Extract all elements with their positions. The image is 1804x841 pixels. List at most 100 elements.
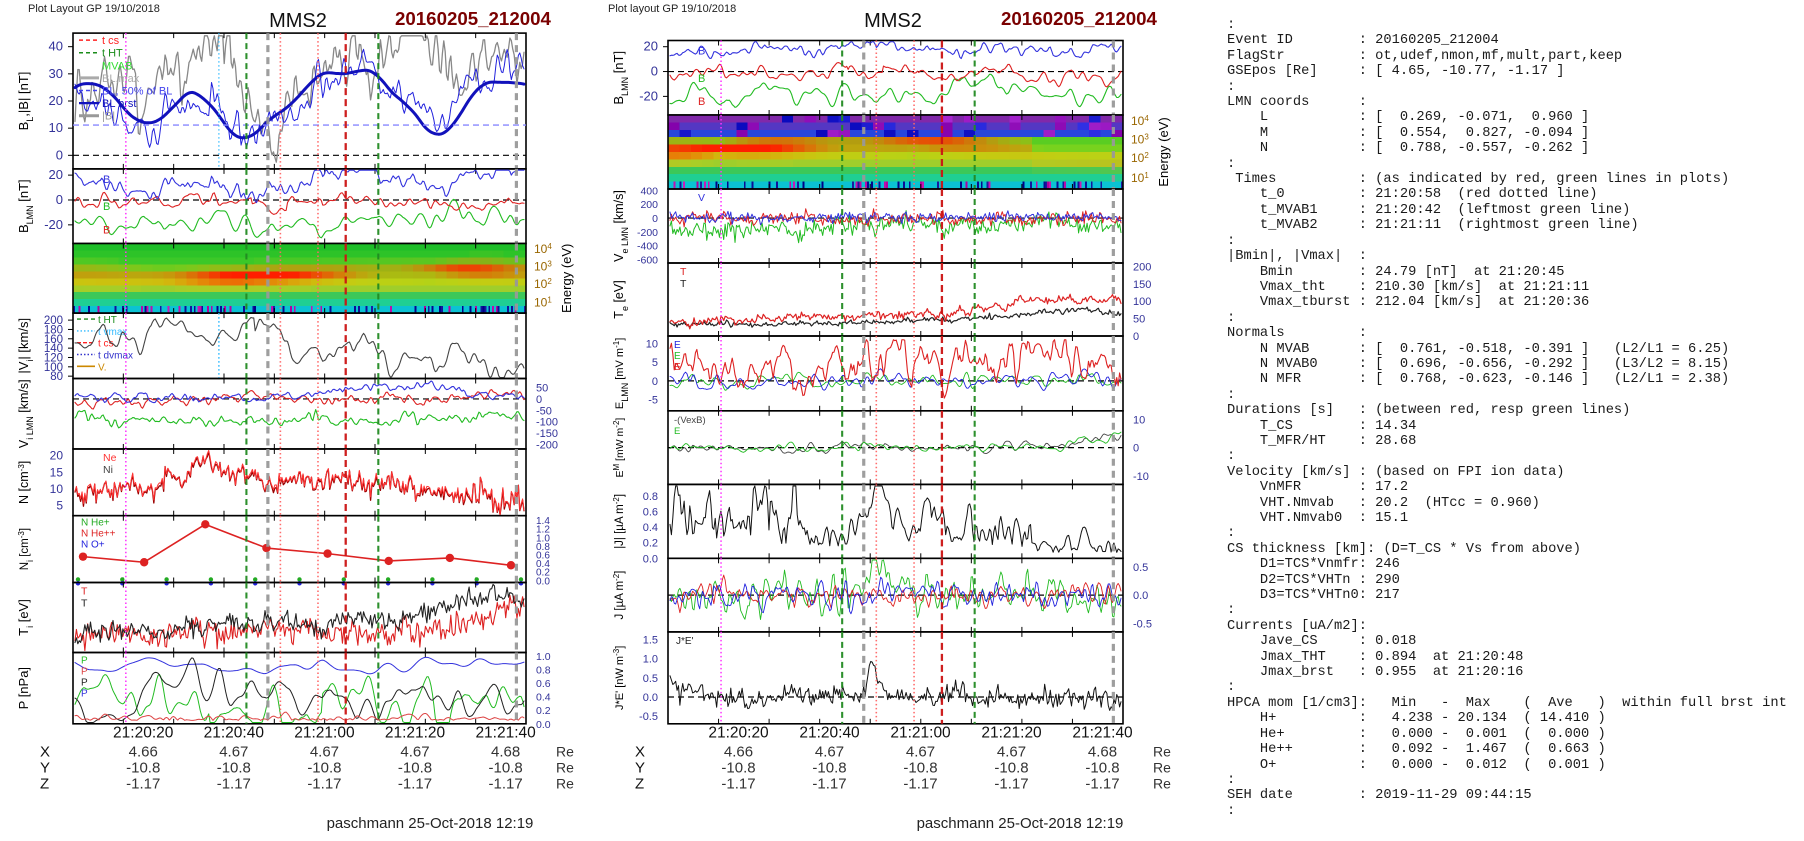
svg-text:50: 50 xyxy=(536,383,548,395)
svg-text:4.67: 4.67 xyxy=(400,744,429,761)
svg-text:0: 0 xyxy=(651,64,658,79)
svg-text:Energy (eV): Energy (eV) xyxy=(559,244,574,313)
svg-text:0.6: 0.6 xyxy=(536,678,551,690)
svg-text:MMS2: MMS2 xyxy=(864,10,922,32)
svg-text:-10.8: -10.8 xyxy=(398,760,432,777)
svg-text:Z: Z xyxy=(635,775,644,792)
svg-text:0.2: 0.2 xyxy=(643,538,658,550)
svg-text:100: 100 xyxy=(1133,296,1151,308)
svg-text:-10.8: -10.8 xyxy=(994,760,1028,777)
svg-text:X: X xyxy=(40,744,50,761)
svg-text:E: E xyxy=(674,426,680,437)
svg-text:4.67: 4.67 xyxy=(815,744,844,761)
svg-text:-0.5: -0.5 xyxy=(639,711,658,723)
svg-text:Energy (eV): Energy (eV) xyxy=(1156,117,1171,186)
svg-text:-10.8: -10.8 xyxy=(489,760,523,777)
svg-text:21:21:40: 21:21:40 xyxy=(1072,724,1133,741)
svg-text:Re: Re xyxy=(556,775,574,791)
svg-text:B: B xyxy=(103,174,110,186)
svg-text:Re: Re xyxy=(1153,760,1171,776)
svg-text:V: V xyxy=(698,192,705,204)
svg-text:10: 10 xyxy=(49,120,63,135)
svg-text:Y: Y xyxy=(40,760,50,777)
svg-text:21:20:20: 21:20:20 xyxy=(113,724,174,741)
svg-text:|B|: |B| xyxy=(102,111,115,123)
svg-text:200: 200 xyxy=(44,315,63,327)
svg-text:B: B xyxy=(698,96,705,108)
svg-text:1.5: 1.5 xyxy=(643,635,658,647)
svg-text:21:21:00: 21:21:00 xyxy=(294,724,355,741)
svg-text:T: T xyxy=(81,586,88,598)
svg-text:1.0: 1.0 xyxy=(536,651,551,663)
svg-text:-1.17: -1.17 xyxy=(994,775,1028,792)
svg-text:T: T xyxy=(680,266,687,278)
svg-text:10: 10 xyxy=(1133,414,1145,426)
svg-text:Ne: Ne xyxy=(103,452,117,464)
svg-text:0.0: 0.0 xyxy=(643,692,658,704)
svg-text:Re: Re xyxy=(556,744,574,760)
svg-text:N He+: N He+ xyxy=(81,518,110,529)
svg-text:4.67: 4.67 xyxy=(310,744,339,761)
svg-text:20160205_212004: 20160205_212004 xyxy=(395,8,552,29)
svg-text:200: 200 xyxy=(640,199,658,211)
svg-text:0: 0 xyxy=(56,192,63,207)
svg-text:20: 20 xyxy=(49,93,63,108)
svg-text:J*E': J*E' xyxy=(676,636,694,647)
svg-text:t HT: t HT xyxy=(98,315,117,326)
svg-text:-1.17: -1.17 xyxy=(217,775,251,792)
svg-text:X: X xyxy=(635,744,645,761)
svg-text:4.67: 4.67 xyxy=(906,744,935,761)
svg-text:0.4: 0.4 xyxy=(643,522,658,534)
svg-text:E: E xyxy=(674,362,681,373)
svg-text:0.5: 0.5 xyxy=(643,673,658,685)
svg-text:t HT: t HT xyxy=(102,48,123,60)
svg-text:0.0: 0.0 xyxy=(643,553,658,565)
svg-text:paschmann 25-Oct-2018 12:19: paschmann 25-Oct-2018 12:19 xyxy=(917,815,1124,832)
svg-text:21:21:20: 21:21:20 xyxy=(981,724,1042,741)
svg-text:0.8: 0.8 xyxy=(643,491,658,503)
svg-text:MVAB: MVAB xyxy=(102,60,132,72)
svg-text:20: 20 xyxy=(50,449,64,463)
svg-text:1.0: 1.0 xyxy=(643,654,658,666)
svg-text:-1.17: -1.17 xyxy=(721,775,755,792)
svg-text:15: 15 xyxy=(50,465,64,479)
svg-text:0: 0 xyxy=(536,394,542,406)
svg-text:20160205_212004: 20160205_212004 xyxy=(1001,8,1158,29)
svg-text:-10.8: -10.8 xyxy=(1085,760,1119,777)
svg-text:Z: Z xyxy=(40,775,49,792)
svg-text:BL, 50% of BL: BL, 50% of BL xyxy=(102,86,172,98)
svg-text:B: B xyxy=(698,73,705,85)
svg-text:-150: -150 xyxy=(536,428,558,440)
svg-text:P: P xyxy=(81,678,88,689)
svg-text:21:21:40: 21:21:40 xyxy=(475,724,536,741)
svg-text:-1.17: -1.17 xyxy=(126,775,160,792)
svg-text:-10.8: -10.8 xyxy=(126,760,160,777)
svg-text:-1.17: -1.17 xyxy=(307,775,341,792)
svg-text:B: B xyxy=(103,201,110,213)
svg-text:-50: -50 xyxy=(536,405,552,417)
svg-text:-10.8: -10.8 xyxy=(307,760,341,777)
svg-text:P: P xyxy=(81,656,88,667)
svg-text:10: 10 xyxy=(646,338,658,350)
svg-text:0: 0 xyxy=(652,213,658,225)
svg-text:0: 0 xyxy=(56,147,63,162)
svg-text:21:20:20: 21:20:20 xyxy=(708,724,769,741)
svg-text:-1.17: -1.17 xyxy=(903,775,937,792)
svg-text:0.0: 0.0 xyxy=(1133,590,1148,602)
svg-text:V.: V. xyxy=(98,362,107,373)
svg-text:-5: -5 xyxy=(648,395,658,407)
svg-text:50: 50 xyxy=(1133,314,1145,326)
svg-text:T: T xyxy=(680,278,687,290)
svg-text:t dvmax: t dvmax xyxy=(98,351,133,362)
svg-text:-1.17: -1.17 xyxy=(398,775,432,792)
svg-text:400: 400 xyxy=(640,185,658,197)
svg-text:-0.5: -0.5 xyxy=(1133,618,1152,630)
svg-text:-10: -10 xyxy=(1133,471,1149,483)
svg-text:0.6: 0.6 xyxy=(643,507,658,519)
svg-text:0.8: 0.8 xyxy=(536,664,551,676)
svg-text:BL brst: BL brst xyxy=(102,98,136,110)
svg-text:-1.17: -1.17 xyxy=(812,775,846,792)
svg-text:MMS2: MMS2 xyxy=(269,10,327,32)
svg-text:1.4: 1.4 xyxy=(536,516,550,527)
svg-text:T: T xyxy=(81,598,88,610)
